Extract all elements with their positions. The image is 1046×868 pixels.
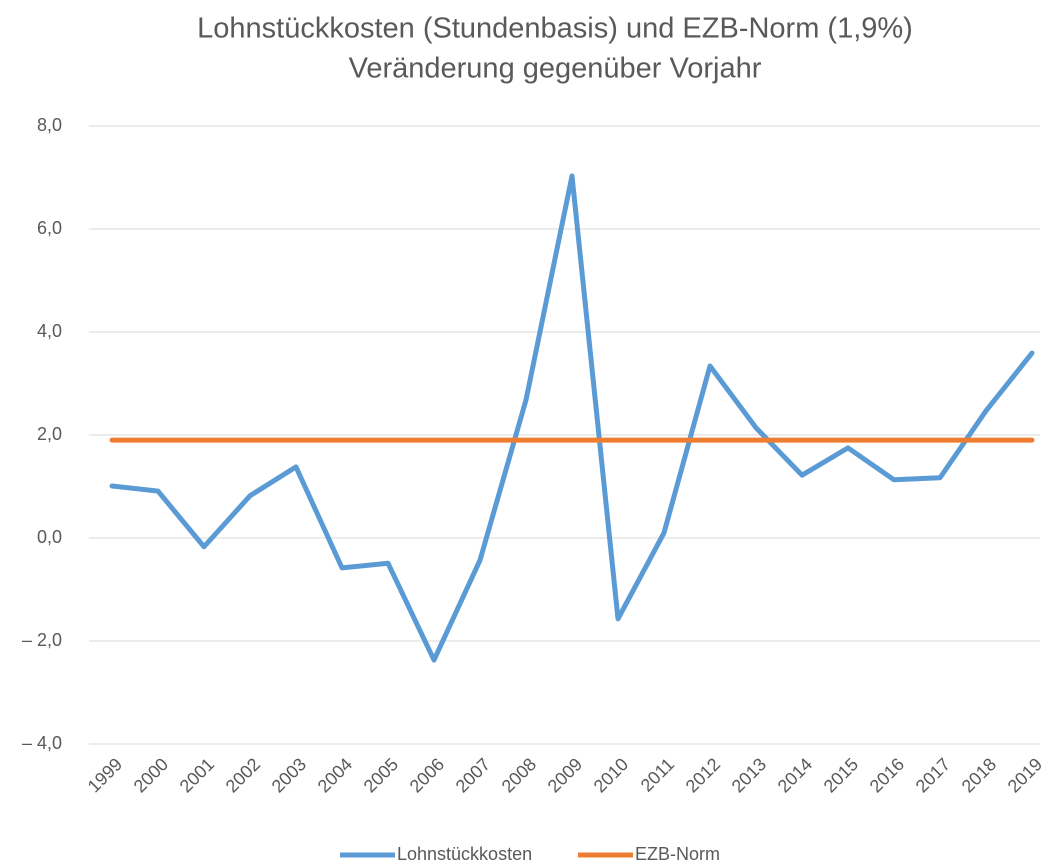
x-tick-label: 2006 xyxy=(406,754,448,796)
x-tick-label: 2004 xyxy=(314,754,356,796)
x-tick-label: 2015 xyxy=(820,754,862,796)
x-tick-label: 2013 xyxy=(728,754,770,796)
x-tick-label: 2014 xyxy=(774,754,816,796)
x-tick-label: 2011 xyxy=(637,754,679,796)
y-tick-label: 8,0 xyxy=(37,115,62,135)
x-tick-label: 2005 xyxy=(360,754,402,796)
y-tick-label: – 2,0 xyxy=(22,630,62,650)
chart-title: Lohnstückkosten (Stundenbasis) und EZB-N… xyxy=(197,13,913,45)
x-tick-label: 1999 xyxy=(84,754,126,796)
y-tick-label: – 4,0 xyxy=(22,733,62,753)
x-tick-label: 2009 xyxy=(544,754,586,796)
y-tick-label: 4,0 xyxy=(37,321,62,341)
x-tick-label: 2007 xyxy=(452,754,494,796)
x-tick-label: 2010 xyxy=(590,754,632,796)
x-tick-label: 2016 xyxy=(866,754,908,796)
chart-subtitle: Veränderung gegenüber Vorjahr xyxy=(349,53,762,85)
x-tick-label: 2002 xyxy=(222,754,264,796)
legend-label: EZB-Norm xyxy=(635,844,720,864)
x-tick-label: 2000 xyxy=(130,754,172,796)
x-tick-label: 2018 xyxy=(958,754,1000,796)
y-tick-label: 0,0 xyxy=(37,527,62,547)
x-tick-label: 2012 xyxy=(682,754,724,796)
x-tick-label: 2019 xyxy=(1004,754,1046,796)
x-tick-label: 2008 xyxy=(498,754,540,796)
x-tick-label: 2017 xyxy=(912,754,954,796)
x-tick-label: 2001 xyxy=(176,754,218,796)
y-tick-label: 2,0 xyxy=(37,424,62,444)
y-tick-label: 6,0 xyxy=(37,218,62,238)
legend-label: Lohnstückkosten xyxy=(397,844,532,864)
data-line xyxy=(109,173,1035,663)
x-tick-label: 2003 xyxy=(268,754,310,796)
